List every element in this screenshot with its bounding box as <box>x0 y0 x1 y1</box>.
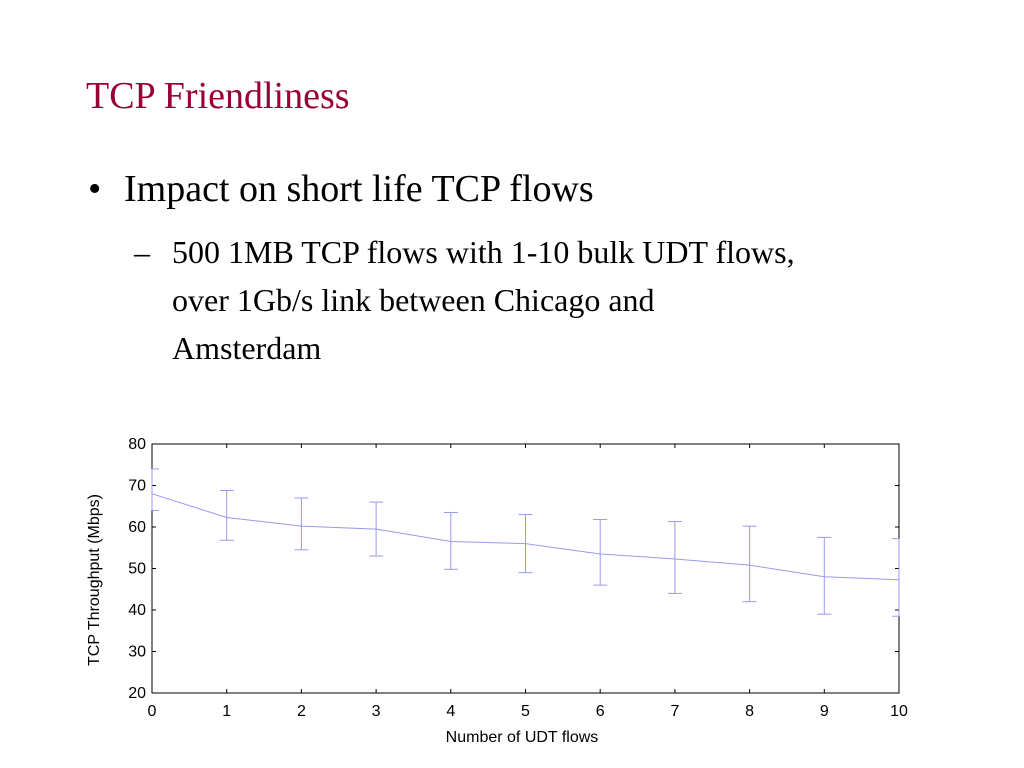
y-axis: 20 30 40 50 60 70 80 <box>128 436 899 702</box>
y-tick-label: 30 <box>128 644 146 661</box>
x-tick-label: 7 <box>670 703 679 720</box>
series-line <box>151 493 900 581</box>
x-axis: 0 1 2 3 4 5 6 7 8 9 10 <box>148 444 908 720</box>
error-bars <box>151 468 900 617</box>
y-tick-label: 80 <box>128 436 146 453</box>
y-tick-label: 50 <box>128 561 146 578</box>
sub-bullet-marker: – <box>134 234 150 270</box>
bullet-marker: • <box>88 168 102 210</box>
bullet-1-text: Impact on short life TCP flows <box>124 168 594 210</box>
y-axis-label: TCP Throughput (Mbps) <box>86 494 103 666</box>
x-tick-label: 10 <box>890 703 908 720</box>
y-tick-label: 40 <box>128 602 146 619</box>
x-tick-label: 0 <box>148 703 157 720</box>
x-tick-label: 3 <box>372 703 381 720</box>
y-tick-label: 20 <box>128 685 146 702</box>
x-tick-label: 8 <box>745 703 754 720</box>
sub-bullet-line-2: over 1Gb/s link between Chicago and <box>172 282 655 318</box>
x-tick-label: 5 <box>521 703 530 720</box>
y-tick-label: 60 <box>128 519 146 536</box>
y-tick-label: 70 <box>128 478 146 495</box>
bullet-impact: • Impact on short life TCP flows <box>88 167 594 211</box>
sub-bullet-line-1: 500 1MB TCP flows with 1-10 bulk UDT flo… <box>172 234 795 270</box>
x-tick-label: 4 <box>446 703 455 720</box>
x-tick-label: 1 <box>222 703 231 720</box>
x-tick-label: 6 <box>596 703 605 720</box>
x-tick-label: 9 <box>820 703 829 720</box>
sub-bullet-line-3: Amsterdam <box>172 330 322 366</box>
x-axis-label: Number of UDT flows <box>446 729 599 746</box>
x-tick-label: 2 <box>297 703 306 720</box>
slide-title: TCP Friendliness <box>86 75 350 117</box>
